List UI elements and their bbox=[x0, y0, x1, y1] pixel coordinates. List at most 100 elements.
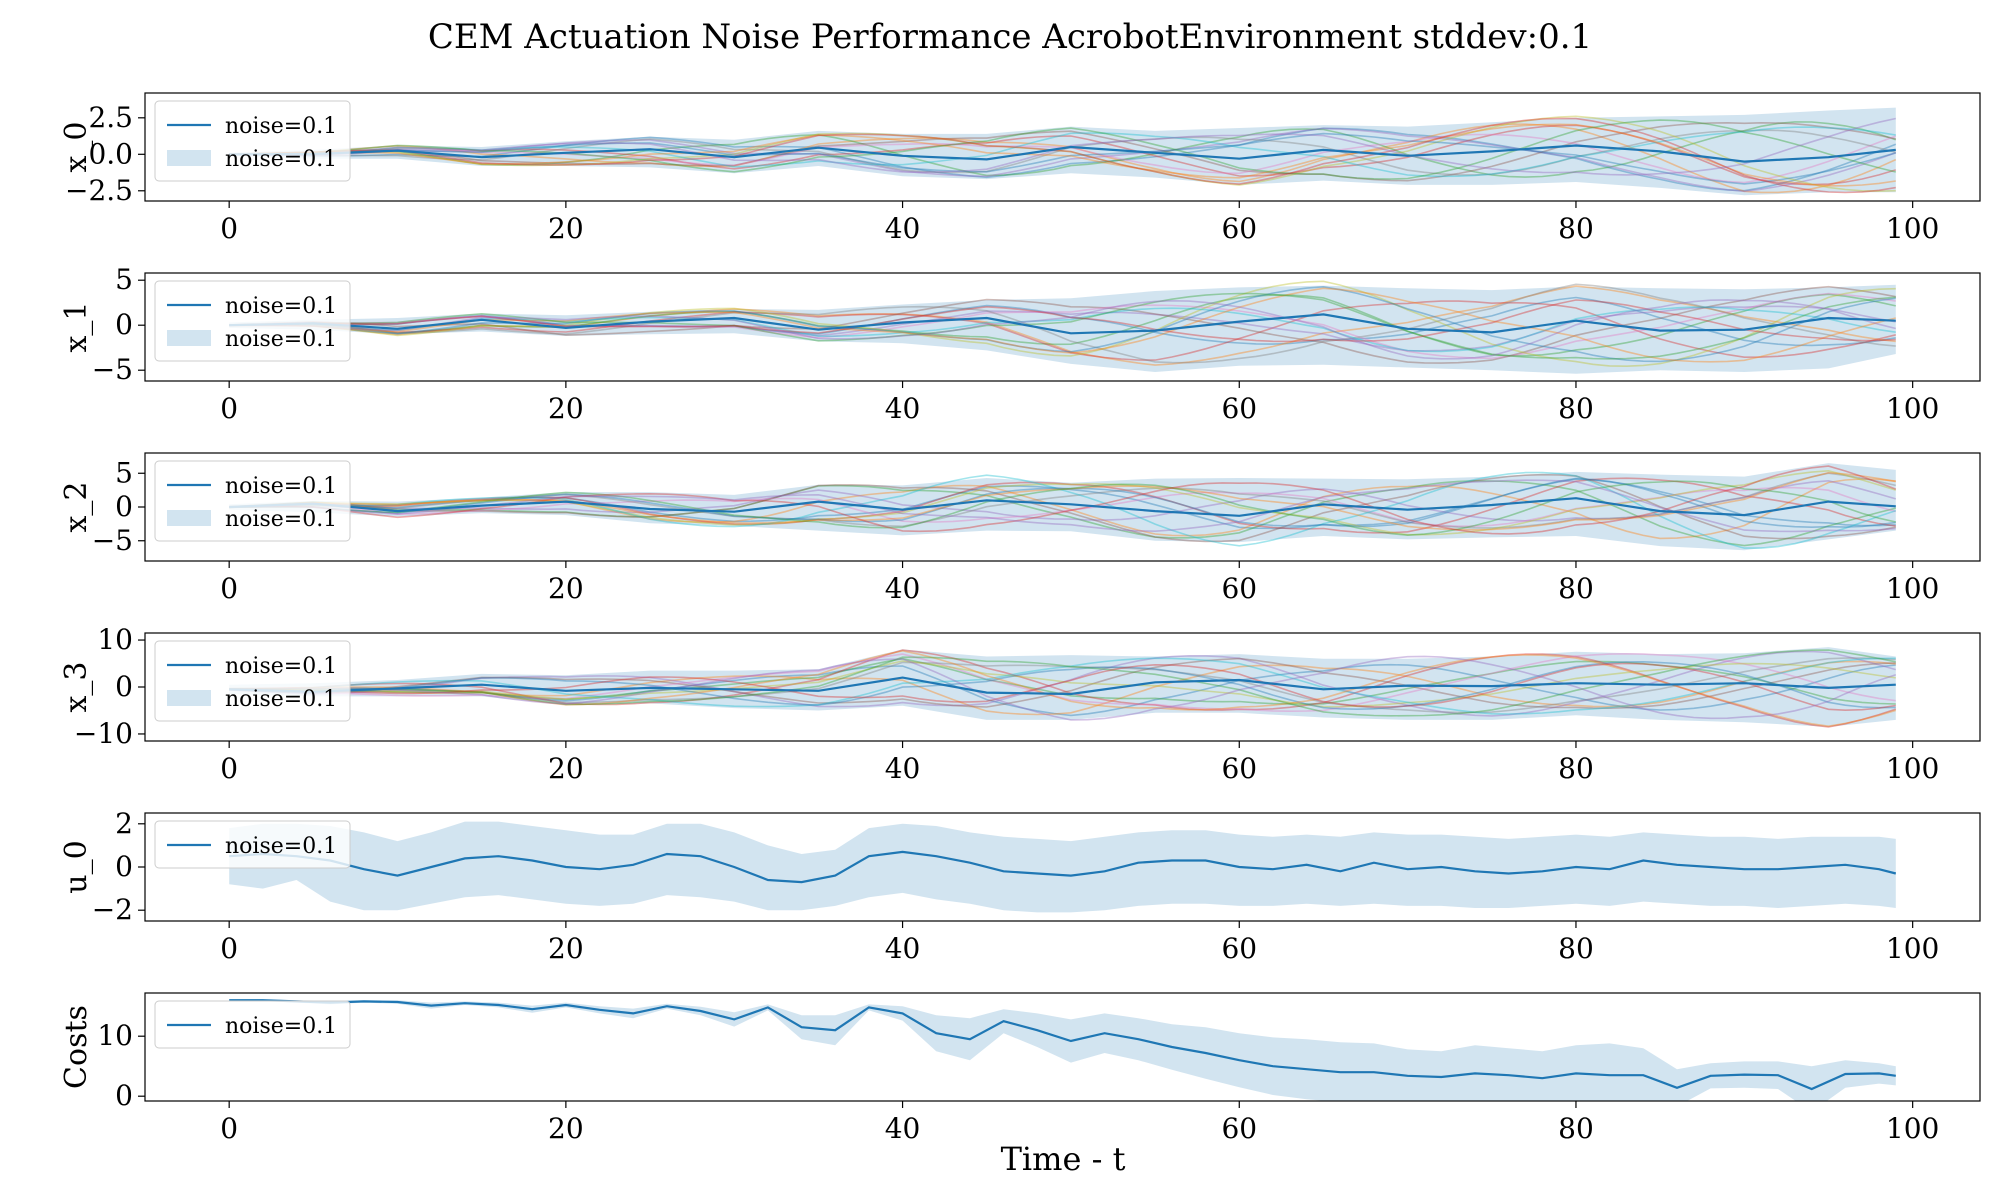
std-band bbox=[229, 284, 1896, 374]
rollout-line-0 bbox=[229, 296, 1896, 347]
legend-entry: noise=0.1 bbox=[225, 114, 337, 139]
x-tick-label: 100 bbox=[1886, 212, 1939, 245]
x-tick-label: 60 bbox=[1221, 752, 1257, 785]
rollout-line-6 bbox=[229, 486, 1897, 527]
y-axis-label: u_0 bbox=[59, 840, 94, 893]
legend-entry: noise=0.1 bbox=[225, 834, 337, 859]
legend-band-swatch bbox=[167, 330, 211, 346]
x-tick-label: 20 bbox=[548, 1112, 584, 1145]
rollout-line-11 bbox=[229, 123, 1896, 187]
x-tick-label: 60 bbox=[1221, 572, 1257, 605]
rollout-line-0 bbox=[229, 478, 1896, 530]
rollout-line-7 bbox=[229, 472, 1896, 529]
rollout-line-13 bbox=[229, 299, 1896, 343]
x-tick-label: 60 bbox=[1221, 932, 1257, 965]
rollout-line-1 bbox=[229, 478, 1896, 540]
rollout-line-10 bbox=[229, 132, 1897, 185]
mean-line bbox=[229, 313, 1896, 335]
rollout-line-14 bbox=[229, 655, 1897, 721]
x-tick-label: 80 bbox=[1558, 752, 1594, 785]
rollout-line-13 bbox=[229, 465, 1897, 535]
legend: noise=0.1 bbox=[154, 1000, 351, 1049]
rollout-line-12 bbox=[229, 292, 1896, 360]
rollout-line-7 bbox=[229, 283, 1896, 364]
y-tick-label: −5 bbox=[92, 353, 133, 386]
y-tick-label: 5 bbox=[115, 263, 133, 296]
rollout-line-2 bbox=[229, 479, 1896, 547]
rollout-line-9 bbox=[229, 657, 1896, 715]
rollout-line-10 bbox=[229, 477, 1896, 529]
rollout-line-6 bbox=[229, 652, 1896, 713]
x-tick-label: 0 bbox=[220, 1112, 238, 1145]
rollout-line-0 bbox=[229, 663, 1896, 717]
plot-area bbox=[229, 999, 1896, 1101]
rollout-line-11 bbox=[229, 287, 1896, 363]
y-tick-label: 0.0 bbox=[88, 137, 133, 170]
plot-area bbox=[229, 821, 1897, 913]
legend-entry: noise=0.1 bbox=[225, 507, 337, 532]
mean-line bbox=[229, 999, 1896, 1091]
rollout-line-1 bbox=[229, 285, 1896, 366]
x-tick-label: 80 bbox=[1558, 392, 1594, 425]
rollout-line-4 bbox=[229, 650, 1897, 717]
y-tick-label: 5 bbox=[115, 456, 133, 489]
x-tick-label: 100 bbox=[1886, 392, 1939, 425]
axes-frame bbox=[144, 272, 1981, 382]
x-tick-label: 0 bbox=[220, 572, 238, 605]
axes-frame bbox=[144, 92, 1981, 202]
rollout-line-9 bbox=[229, 471, 1897, 549]
y-tick-label: 10 bbox=[97, 1019, 133, 1052]
rollout-line-5 bbox=[229, 473, 1896, 543]
rollout-line-6 bbox=[229, 292, 1896, 360]
x-tick-label: 80 bbox=[1558, 932, 1594, 965]
x-tick-label: 0 bbox=[220, 752, 238, 785]
legend-entry: noise=0.1 bbox=[225, 474, 337, 499]
std-band bbox=[229, 463, 1896, 551]
rollout-line-13 bbox=[229, 662, 1896, 712]
legend-band-swatch bbox=[167, 150, 211, 166]
figure-title: CEM Actuation Noise Performance AcrobotE… bbox=[428, 17, 1592, 57]
rollout-line-3 bbox=[229, 300, 1896, 361]
rollout-line-5 bbox=[229, 657, 1896, 710]
rollout-line-12 bbox=[229, 480, 1896, 537]
legend: noise=0.1 noise=0.1 bbox=[154, 460, 351, 542]
x-tick-label: 80 bbox=[1558, 212, 1594, 245]
y-axis-label: x_0 bbox=[59, 121, 94, 172]
y-axis-label: x_3 bbox=[59, 661, 94, 712]
y-axis-label: x_2 bbox=[59, 481, 94, 532]
legend-entry: noise=0.1 bbox=[225, 147, 337, 172]
rollout-line-3 bbox=[229, 649, 1897, 728]
y-tick-label: −2 bbox=[92, 893, 133, 926]
x-tick-label: 20 bbox=[548, 932, 584, 965]
y-tick-label: 0 bbox=[115, 1079, 133, 1112]
rollout-line-3 bbox=[229, 477, 1896, 534]
axes-frame bbox=[144, 992, 1981, 1102]
x-tick-label: 0 bbox=[220, 932, 238, 965]
rollout-line-14 bbox=[229, 479, 1896, 533]
y-tick-label: −2.5 bbox=[65, 174, 133, 207]
rollout-line-7 bbox=[229, 657, 1896, 714]
rollout-line-9 bbox=[229, 306, 1896, 353]
std-band bbox=[229, 821, 1896, 913]
x-tick-label: 100 bbox=[1886, 572, 1939, 605]
rollout-line-4 bbox=[229, 127, 1897, 193]
rollout-line-8 bbox=[229, 660, 1896, 708]
legend-band-swatch bbox=[167, 690, 211, 706]
legend: noise=0.1 noise=0.1 bbox=[154, 640, 351, 722]
x-tick-label: 80 bbox=[1558, 1112, 1594, 1145]
y-axis-label: Costs bbox=[59, 1005, 94, 1089]
rollout-line-0 bbox=[229, 127, 1897, 192]
legend-entry: noise=0.1 bbox=[225, 327, 337, 352]
legend-entry: noise=0.1 bbox=[225, 294, 337, 319]
mean-line bbox=[229, 676, 1896, 696]
plot-area bbox=[229, 463, 1897, 551]
rollout-line-10 bbox=[229, 660, 1896, 711]
x-tick-label: 60 bbox=[1221, 212, 1257, 245]
rollout-line-5 bbox=[229, 121, 1896, 182]
